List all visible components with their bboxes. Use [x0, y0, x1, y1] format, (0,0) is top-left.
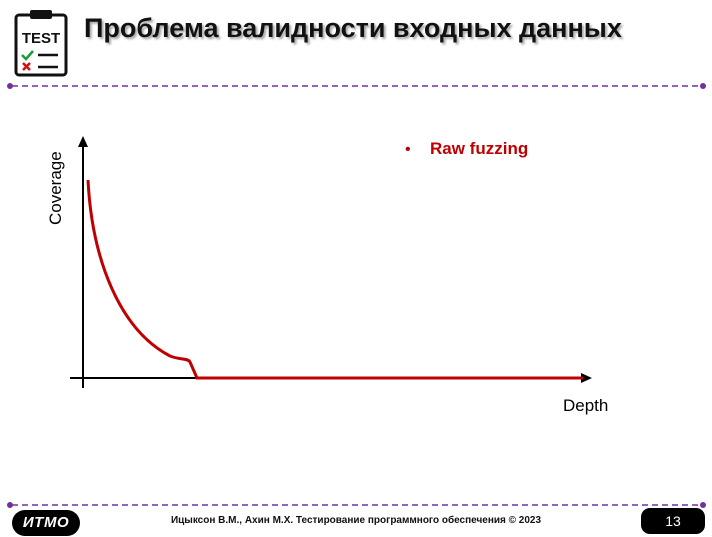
footer-divider [7, 502, 706, 508]
y-axis-label: Coverage [46, 151, 65, 225]
page-number: 13 [641, 508, 705, 534]
x-axis-label: Depth [563, 396, 608, 415]
x-axis-arrow [581, 373, 592, 383]
raw-fuzzing-curve [86, 179, 583, 380]
legend-bullet: • [405, 141, 411, 158]
legend-raw-fuzzing: Raw fuzzing [430, 139, 528, 158]
coverage-depth-diagram: Coverage Depth • Raw fuzzing [46, 136, 608, 415]
header-divider [7, 83, 706, 89]
itmo-logo: ИТМО [12, 510, 80, 536]
icon-test-label: TEST [22, 30, 60, 47]
footer-citation: Ицыксон В.М., Ахин М.Х. Тестирование про… [170, 515, 542, 526]
slide-title: Проблема валидности входных данных [84, 13, 622, 43]
test-checklist-icon: TEST [14, 10, 68, 77]
y-axis-arrow [78, 136, 88, 147]
